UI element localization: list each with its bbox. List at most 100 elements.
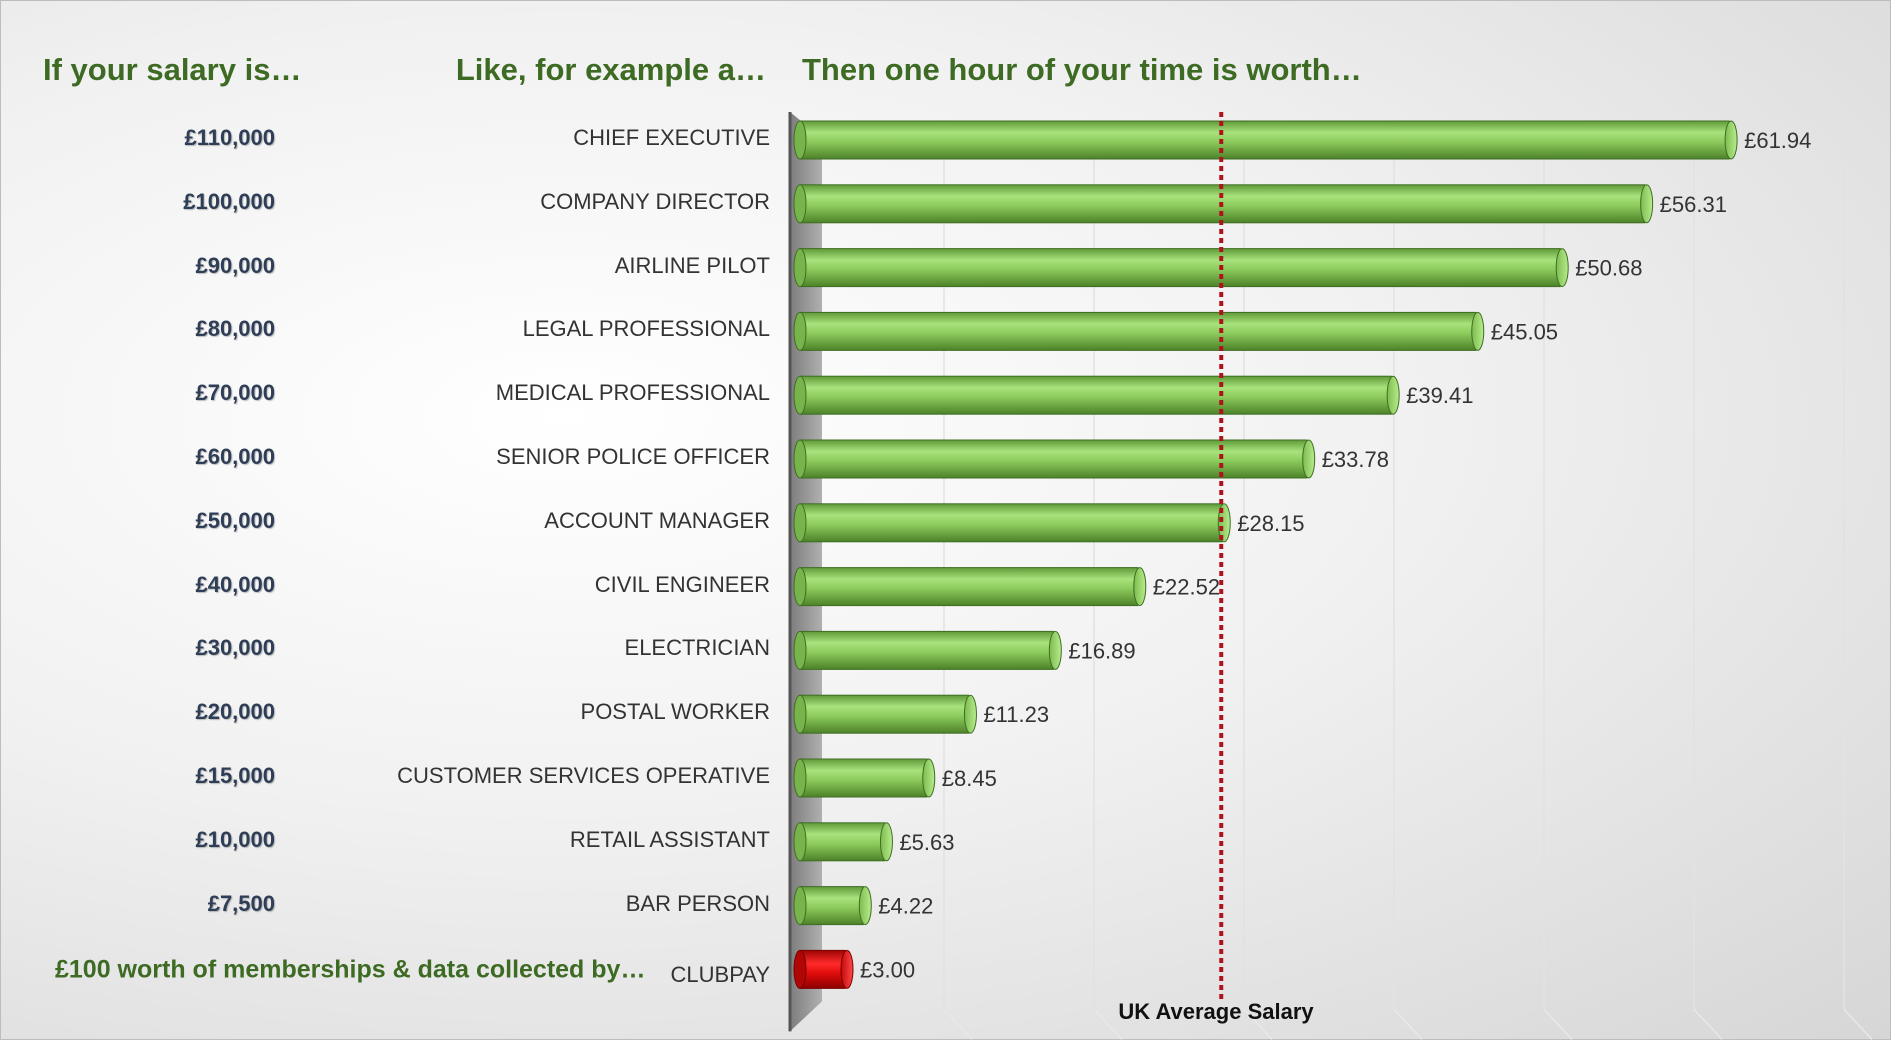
job-label: CIVIL ENGINEER	[594, 571, 770, 597]
salary-label: £80,000	[195, 316, 275, 342]
salary-label: £110,000	[184, 125, 275, 150]
bar-value-label: £16.89	[1068, 638, 1135, 663]
bar-value-label: £33.78	[1322, 447, 1389, 472]
bar-value-label: £22.52	[1153, 575, 1220, 600]
bar	[793, 184, 1654, 224]
bar-end-cap	[858, 886, 872, 926]
bar-body	[799, 567, 1139, 607]
job-label: LEGAL PROFESSIONAL	[522, 316, 770, 342]
bar-start-cap	[793, 822, 807, 862]
salary-label: £7,500	[207, 890, 275, 916]
job-label: AIRLINE PILOT	[614, 252, 770, 278]
job-label: ELECTRICIAN	[624, 635, 770, 661]
bar-start-cap	[793, 248, 807, 288]
gridline-floor	[1543, 1008, 1573, 1040]
bar-end-cap	[879, 822, 893, 862]
job-label: RETAIL ASSISTANT	[569, 826, 770, 852]
bar-end-cap	[1471, 311, 1485, 351]
chart-bars	[793, 120, 1738, 989]
bar	[793, 886, 872, 926]
bar	[793, 822, 893, 862]
job-label: POSTAL WORKER	[580, 699, 770, 725]
bar-start-cap	[793, 120, 807, 160]
worth-column-header: Then one hour of your time is worth…	[802, 52, 1362, 87]
bar-end-cap	[840, 949, 854, 989]
bar-body	[799, 694, 969, 734]
bar-start-cap	[793, 184, 807, 224]
bar	[793, 503, 1231, 543]
job-label: CLUBPAY	[670, 962, 770, 988]
job-label: COMPANY DIRECTOR	[540, 188, 770, 214]
bar-start-cap	[793, 311, 807, 351]
salary-label: £70,000	[195, 380, 275, 406]
bar-value-label: £39.41	[1406, 383, 1473, 408]
bar-end-cap	[1133, 567, 1147, 607]
bar-start-cap	[793, 503, 807, 543]
salary-label: £15,000	[195, 763, 275, 788]
bar-body	[799, 822, 885, 862]
gridline-floor	[1243, 1008, 1273, 1040]
bar	[793, 439, 1316, 479]
bar-body	[799, 120, 1730, 160]
bar	[793, 694, 977, 734]
salary-label: £90,000	[195, 252, 275, 278]
bar-value-label: £45.05	[1491, 319, 1558, 344]
gridline-floor	[1693, 1008, 1723, 1040]
bar	[793, 567, 1147, 607]
bar-body	[799, 630, 1054, 670]
bar	[793, 311, 1485, 351]
bar-end-cap	[1555, 248, 1569, 288]
bar-start-cap	[793, 694, 807, 734]
bar-body	[799, 248, 1561, 288]
gridline-floor	[1093, 1008, 1123, 1040]
bar-end-cap	[963, 694, 977, 734]
bar-end-cap	[1640, 184, 1654, 224]
bar	[793, 120, 1738, 160]
salary-label: £40,000	[195, 571, 275, 597]
bar-body	[799, 311, 1477, 351]
gridline-floor	[1843, 1008, 1873, 1040]
job-label: CUSTOMER SERVICES OPERATIVE	[397, 763, 770, 788]
salary-label: £60,000	[195, 444, 275, 469]
example-column-header: Like, for example a…	[455, 52, 766, 87]
bar-end-cap	[922, 758, 936, 798]
salary-label: £30,000	[195, 635, 275, 661]
bar-body	[799, 886, 864, 926]
job-label: BAR PERSON	[625, 890, 770, 916]
bar-value-label: £4.22	[878, 894, 933, 919]
salary-label: £50,000	[195, 507, 275, 533]
bar-highlight	[793, 949, 854, 989]
bar-value-label: £56.31	[1660, 192, 1727, 217]
bar	[793, 758, 936, 798]
bar-body	[799, 949, 846, 989]
bar-start-cap	[793, 439, 807, 479]
bar-start-cap	[793, 758, 807, 798]
bar-start-cap	[793, 375, 807, 415]
job-label: SENIOR POLICE OFFICER	[496, 444, 770, 469]
bar-body	[799, 503, 1223, 543]
bar	[793, 248, 1569, 288]
bar-value-label: £3.00	[860, 957, 915, 982]
bar-end-cap	[1724, 120, 1738, 160]
footer-label: £100 worth of memberships & data collect…	[55, 955, 646, 984]
salary-column-header: If your salary is…	[43, 52, 302, 87]
bar-body	[799, 439, 1308, 479]
bar-start-cap	[793, 567, 807, 607]
bar	[793, 375, 1400, 415]
bar-end-cap	[1048, 630, 1062, 670]
bar-value-label: £5.63	[899, 830, 954, 855]
bar-body	[799, 758, 928, 798]
job-label: ACCOUNT MANAGER	[544, 507, 770, 533]
chart-value-labels: £61.94 £56.31 £50.68 £45.05 £39.41 £33.78 £28.…	[860, 128, 1811, 982]
salary-label: £20,000	[195, 699, 275, 725]
bar-value-label: £8.45	[942, 766, 997, 791]
bar-value-label: £28.15	[1237, 511, 1304, 536]
bar-end-cap	[1386, 375, 1400, 415]
bar-end-cap	[1217, 503, 1231, 543]
job-label: MEDICAL PROFESSIONAL	[495, 380, 770, 406]
bar-body	[799, 375, 1392, 415]
bar-value-label: £11.23	[983, 702, 1049, 727]
bar-start-cap	[793, 886, 807, 926]
bar-end-cap	[1302, 439, 1316, 479]
